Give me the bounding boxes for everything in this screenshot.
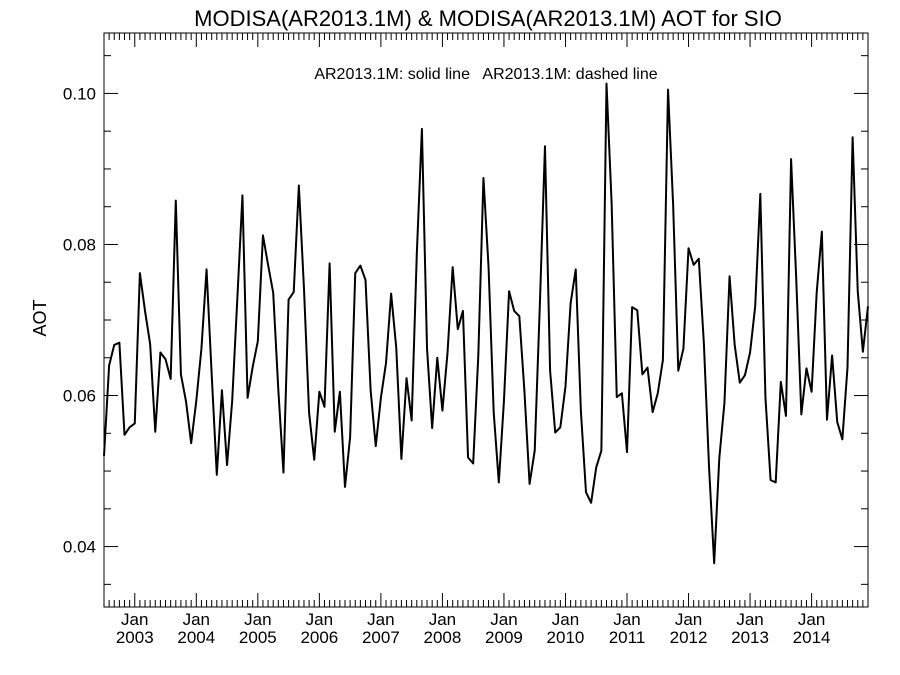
x-tick-label-year: 2005 — [239, 628, 277, 647]
x-tick-label-month: Jan — [490, 610, 517, 629]
x-tick-label-year: 2009 — [485, 628, 523, 647]
x-tick-label-month: Jan — [675, 610, 702, 629]
legend-text: AR2013.1M: solid line AR2013.1M: dashed … — [314, 66, 657, 83]
x-tick-label-month: Jan — [306, 610, 333, 629]
y-tick-label: 0.04 — [63, 538, 96, 557]
x-axis-ticks: Jan2003Jan2004Jan2005Jan2006Jan2007Jan20… — [103, 33, 869, 647]
x-tick-label-year: 2013 — [731, 628, 769, 647]
x-tick-label-year: 2003 — [116, 628, 154, 647]
aot-solid-line — [103, 82, 869, 565]
x-tick-label-year: 2011 — [609, 628, 646, 647]
x-tick-label-year: 2006 — [300, 628, 338, 647]
x-tick-label-year: 2014 — [793, 628, 831, 647]
x-tick-label-month: Jan — [613, 610, 640, 629]
x-tick-label-month: Jan — [183, 610, 210, 629]
y-axis-label: AOT — [30, 299, 50, 336]
y-tick-label: 0.06 — [63, 387, 96, 406]
x-tick-label-month: Jan — [798, 610, 825, 629]
y-tick-label: 0.08 — [63, 235, 96, 254]
x-tick-label-month: Jan — [552, 610, 579, 629]
x-tick-label-year: 2007 — [362, 628, 400, 647]
chart-title: MODISA(AR2013.1M) & MODISA(AR2013.1M) AO… — [194, 6, 782, 31]
y-axis-ticks: 0.04 0.06 0.08 0.10 — [63, 55, 868, 585]
x-tick-label-year: 2004 — [177, 628, 215, 647]
x-tick-label-year: 2008 — [424, 628, 462, 647]
x-tick-label-year: 2010 — [547, 628, 585, 647]
x-tick-label-year: 2012 — [670, 628, 708, 647]
x-tick-label-month: Jan — [244, 610, 271, 629]
x-tick-label-month: Jan — [121, 610, 148, 629]
x-tick-label-month: Jan — [367, 610, 394, 629]
x-tick-label-month: Jan — [429, 610, 456, 629]
y-tick-label: 0.10 — [63, 84, 96, 103]
x-tick-label-month: Jan — [736, 610, 763, 629]
